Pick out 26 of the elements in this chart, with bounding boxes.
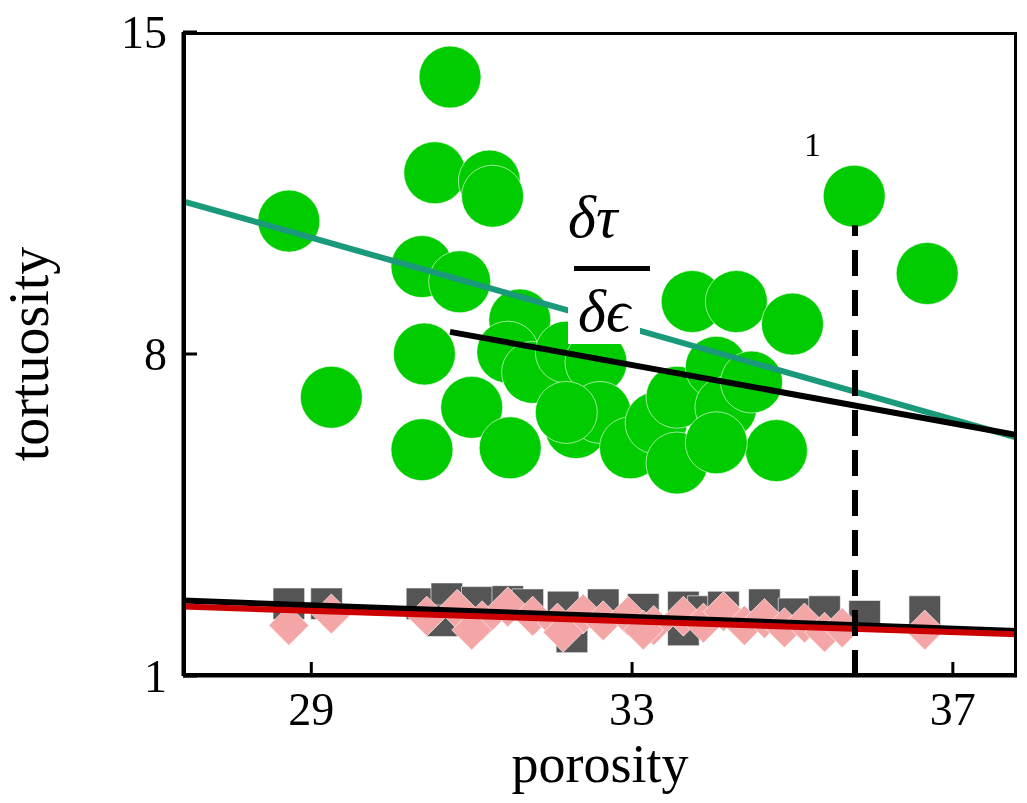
y-tick-label: 15 [121,7,167,59]
y-axis-title: tortuosity [0,246,60,462]
point [403,141,467,204]
x-tick-label: 33 [609,683,656,735]
annotation: 1 [804,126,821,164]
point [390,418,454,481]
point [440,376,503,439]
annotation: δϵ [568,278,641,344]
x-tick-label: 29 [288,683,335,735]
point [705,270,768,333]
point [478,416,542,480]
annotation: δτ [568,184,618,250]
point [822,164,886,228]
y-tick-label: 8 [144,329,167,381]
y-tick-label: 1 [144,651,167,703]
point [300,366,363,429]
point [535,381,598,444]
point [745,419,808,482]
point [684,411,748,475]
x-tick-label: 37 [929,683,976,735]
point [461,164,524,228]
point [393,322,456,386]
point [761,292,824,356]
point [895,242,959,305]
point [418,45,482,109]
x-axis-title: porosity [511,734,689,794]
